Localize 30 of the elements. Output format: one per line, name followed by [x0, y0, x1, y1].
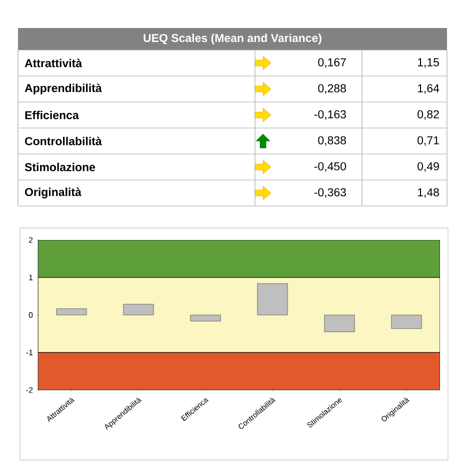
- data-label: 0,288: [318, 84, 346, 94]
- data-label: 0,49: [418, 162, 439, 172]
- category-label: Efficienca: [25, 110, 79, 120]
- y-tick-label: 0: [28, 312, 33, 318]
- data-label: 1,48: [418, 188, 439, 198]
- category-label: Stimolazione: [24, 162, 96, 172]
- data-label: 0,82: [418, 110, 439, 120]
- bar: [324, 314, 355, 332]
- data-label: 1,15: [418, 58, 439, 68]
- category-label: Attrattività: [24, 58, 82, 68]
- data-label: -0,363: [314, 188, 346, 198]
- y-tick-label: 1: [29, 274, 33, 280]
- category-label: Controllabilità: [25, 136, 102, 146]
- text: UEQ Scales (Mean and Variance): [144, 34, 322, 44]
- bar: [56, 308, 87, 316]
- bar: [190, 314, 221, 322]
- category-label: Apprendibilità: [24, 84, 102, 94]
- data-label: -0,450: [314, 162, 346, 172]
- category-label: Originalità: [25, 188, 82, 198]
- data-label: -0,163: [314, 110, 346, 120]
- bar: [391, 314, 422, 329]
- data-label: 0,71: [418, 136, 439, 146]
- data-label: 0,167: [318, 58, 346, 68]
- data-label: 0,838: [318, 136, 346, 146]
- data-label: 1,64: [418, 84, 440, 94]
- bar: [123, 304, 154, 316]
- bar: [257, 283, 288, 316]
- y-tick-label: -1: [26, 350, 33, 356]
- y-tick-label: -2: [26, 387, 33, 393]
- y-tick-label: 2: [28, 237, 33, 243]
